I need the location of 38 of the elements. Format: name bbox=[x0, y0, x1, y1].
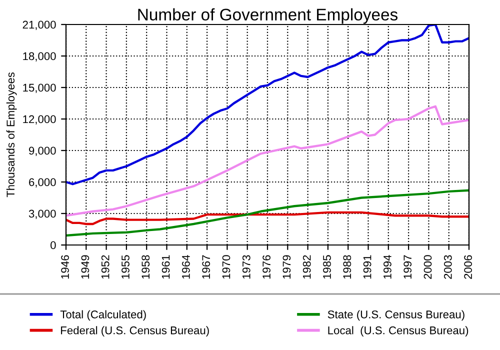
x-tick-label: 1985 bbox=[323, 255, 331, 279]
x-tick-label: 1967 bbox=[202, 255, 210, 279]
y-tick-label: 6,000 bbox=[29, 178, 56, 188]
legend-label: State (U.S. Census Bureau) bbox=[328, 310, 464, 321]
y-tick-label: 21,000 bbox=[22, 20, 56, 30]
x-tick-label: 2003 bbox=[444, 255, 452, 279]
y-tick-label: 18,000 bbox=[23, 52, 56, 62]
y-tick-label: 12,000 bbox=[23, 115, 56, 124]
x-tick-label: 1991 bbox=[363, 255, 372, 279]
x-tick-label: 1970 bbox=[222, 255, 230, 279]
line-series bbox=[66, 189, 469, 237]
line-series bbox=[66, 211, 469, 226]
legend-label: Total (Calculated) bbox=[60, 310, 146, 321]
x-tick-label: 1982 bbox=[302, 255, 311, 279]
x-tick-label: 1955 bbox=[122, 255, 130, 279]
x-tick-label: 1961 bbox=[162, 255, 170, 279]
x-tick-label: 1994 bbox=[384, 255, 392, 279]
y-axis-title: Thousands of Employees bbox=[6, 72, 17, 198]
x-tick-label: 1958 bbox=[142, 255, 150, 279]
x-tick-label: 1997 bbox=[404, 255, 412, 279]
y-tick-label: 9,000 bbox=[28, 146, 56, 156]
x-tick-label: 1964 bbox=[182, 255, 190, 279]
x-tick-label: 1952 bbox=[101, 255, 110, 279]
y-tick-label: 3,000 bbox=[28, 210, 56, 219]
y-tick-label: 0 bbox=[50, 241, 56, 250]
line-series bbox=[66, 105, 469, 217]
x-tick-label: 1946 bbox=[61, 255, 69, 279]
x-tick-label: 1976 bbox=[262, 255, 270, 279]
x-tick-label: 1949 bbox=[81, 255, 90, 279]
x-tick-label: 1973 bbox=[242, 255, 250, 279]
x-tick-label: 1979 bbox=[282, 255, 291, 279]
legend-label: Local (U.S. Census Bureau) bbox=[328, 326, 468, 336]
y-tick-label: 15,000 bbox=[23, 84, 56, 93]
legend-label: Federal (U.S. Census Bureau) bbox=[61, 326, 209, 336]
x-tick-label: 1988 bbox=[343, 255, 352, 279]
chart-title: Number of Government Employees bbox=[138, 8, 398, 24]
x-tick-label: 2006 bbox=[464, 255, 472, 279]
x-tick-label: 2000 bbox=[424, 255, 432, 279]
